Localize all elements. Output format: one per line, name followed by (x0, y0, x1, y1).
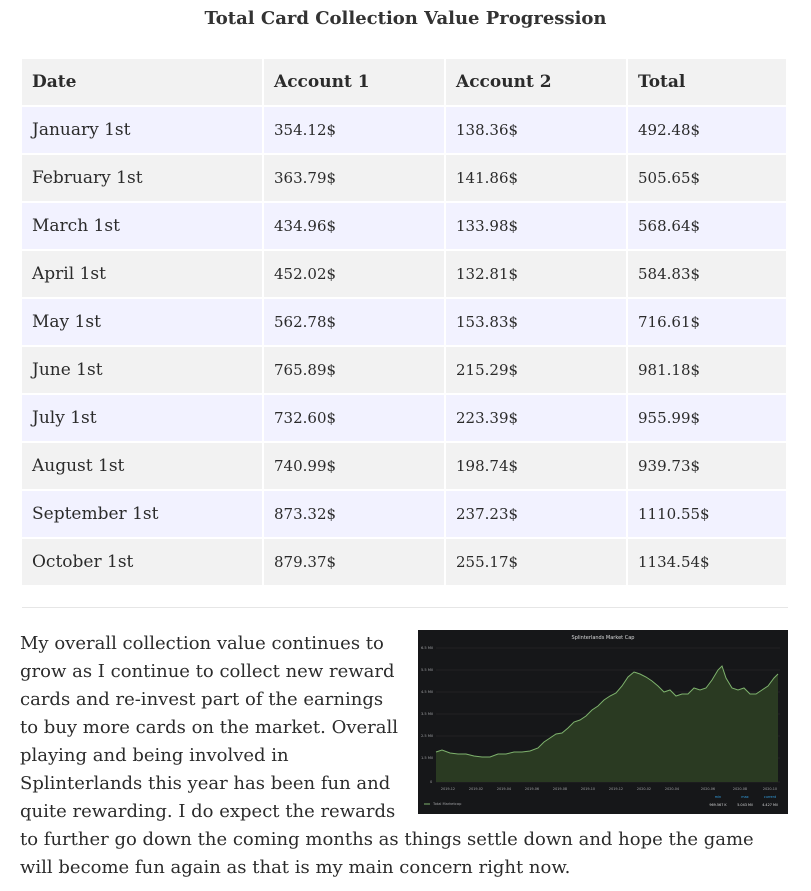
x-tick-label: 2020-10 (763, 787, 777, 791)
cell-date: July 1st (22, 395, 264, 443)
table-row: March 1st 434.96$ 133.98$ 568.64$ (22, 203, 788, 251)
table-row: July 1st 732.60$ 223.39$ 955.99$ (22, 395, 788, 443)
table-row: January 1st 354.12$ 138.36$ 492.48$ (22, 107, 788, 155)
stat-label-max: max (741, 795, 748, 799)
cell-date: September 1st (22, 491, 264, 539)
table-header-row: Date Account 1 Account 2 Total (22, 59, 788, 107)
cell-total: 568.64$ (628, 203, 788, 251)
cell-total: 955.99$ (628, 395, 788, 443)
cell-total: 505.65$ (628, 155, 788, 203)
stat-value-current: 4.427 Mil (762, 803, 778, 807)
table-row: September 1st 873.32$ 237.23$ 1110.55$ (22, 491, 788, 539)
cell-account-1: 765.89$ (264, 347, 446, 395)
header-total: Total (628, 59, 788, 107)
y-tick-label: 6.5 Mil (421, 646, 433, 650)
stat-value-min: 969.567 K (709, 803, 727, 807)
market-cap-area (436, 666, 778, 782)
cell-date: October 1st (22, 539, 264, 587)
cell-date: January 1st (22, 107, 264, 155)
y-tick-label: 5.5 Mil (421, 668, 433, 672)
header-account-1: Account 1 (264, 59, 446, 107)
cell-account-2: 255.17$ (446, 539, 628, 587)
cell-account-2: 215.29$ (446, 347, 628, 395)
article-paragraph: Splinterlands Market Cap 6.5 Mil 5.5 Mil… (20, 630, 790, 882)
collection-value-table: Date Account 1 Account 2 Total January 1… (22, 59, 788, 587)
cell-date: May 1st (22, 299, 264, 347)
stat-label-min: min (715, 795, 721, 799)
cell-account-1: 740.99$ (264, 443, 446, 491)
chart-title: Splinterlands Market Cap (572, 635, 635, 641)
table-row: June 1st 765.89$ 215.29$ 981.18$ (22, 347, 788, 395)
table-row: May 1st 562.78$ 153.83$ 716.61$ (22, 299, 788, 347)
cell-total: 492.48$ (628, 107, 788, 155)
table-row: August 1st 740.99$ 198.74$ 939.73$ (22, 443, 788, 491)
cell-account-1: 562.78$ (264, 299, 446, 347)
cell-account-2: 133.98$ (446, 203, 628, 251)
y-tick-label: 1.5 Mil (421, 756, 433, 760)
x-tick-label: 2019-06 (525, 787, 539, 791)
section-divider (22, 607, 788, 608)
header-date: Date (22, 59, 264, 107)
cell-account-2: 153.83$ (446, 299, 628, 347)
y-tick-label: 2.5 Mil (421, 734, 433, 738)
cell-account-2: 223.39$ (446, 395, 628, 443)
cell-date: March 1st (22, 203, 264, 251)
x-tick-label: 2019-02 (469, 787, 483, 791)
cell-total: 1110.55$ (628, 491, 788, 539)
cell-account-1: 354.12$ (264, 107, 446, 155)
x-tick-label: 2020-02 (637, 787, 651, 791)
cell-total: 1134.54$ (628, 539, 788, 587)
x-tick-label: 2019-12 (441, 787, 455, 791)
x-tick-label: 2020-04 (665, 787, 679, 791)
cell-account-2: 237.23$ (446, 491, 628, 539)
stat-value-max: 5.043 Mil (737, 803, 753, 807)
legend-label: Total Marketcap (432, 802, 462, 806)
market-cap-line (435, 665, 779, 758)
cell-account-2: 198.74$ (446, 443, 628, 491)
y-tick-label: 4.5 Mil (421, 690, 433, 694)
cell-total: 939.73$ (628, 443, 788, 491)
cell-account-1: 452.02$ (264, 251, 446, 299)
page-title: Total Card Collection Value Progression (204, 8, 607, 29)
table-row: April 1st 452.02$ 132.81$ 584.83$ (22, 251, 788, 299)
cell-total: 716.61$ (628, 299, 788, 347)
y-tick-label: 3.5 Mil (421, 712, 433, 716)
paragraph-text: My overall collection value continues to… (20, 633, 754, 878)
cell-date: August 1st (22, 443, 264, 491)
header-account-2: Account 2 (446, 59, 628, 107)
x-tick-label: 2019-12 (609, 787, 623, 791)
cell-account-1: 434.96$ (264, 203, 446, 251)
cell-total: 981.18$ (628, 347, 788, 395)
cell-date: June 1st (22, 347, 264, 395)
cell-total: 584.83$ (628, 251, 788, 299)
x-tick-label: 2019-08 (553, 787, 567, 791)
cell-account-1: 873.32$ (264, 491, 446, 539)
cell-date: February 1st (22, 155, 264, 203)
x-tick-label: 2019-10 (581, 787, 595, 791)
cell-account-1: 363.79$ (264, 155, 446, 203)
x-tick-label: 2020-08 (733, 787, 747, 791)
cell-account-1: 879.37$ (264, 539, 446, 587)
cell-account-2: 138.36$ (446, 107, 628, 155)
cell-date: April 1st (22, 251, 264, 299)
x-tick-label: 2020-06 (701, 787, 715, 791)
cell-account-2: 141.86$ (446, 155, 628, 203)
cell-account-2: 132.81$ (446, 251, 628, 299)
cell-account-1: 732.60$ (264, 395, 446, 443)
market-cap-chart-image: Splinterlands Market Cap 6.5 Mil 5.5 Mil… (418, 630, 788, 814)
stat-label-current: current (764, 795, 777, 799)
x-tick-label: 2019-04 (497, 787, 511, 791)
table-row: October 1st 879.37$ 255.17$ 1134.54$ (22, 539, 788, 587)
table-row: February 1st 363.79$ 141.86$ 505.65$ (22, 155, 788, 203)
y-tick-label: 0 (430, 780, 433, 784)
